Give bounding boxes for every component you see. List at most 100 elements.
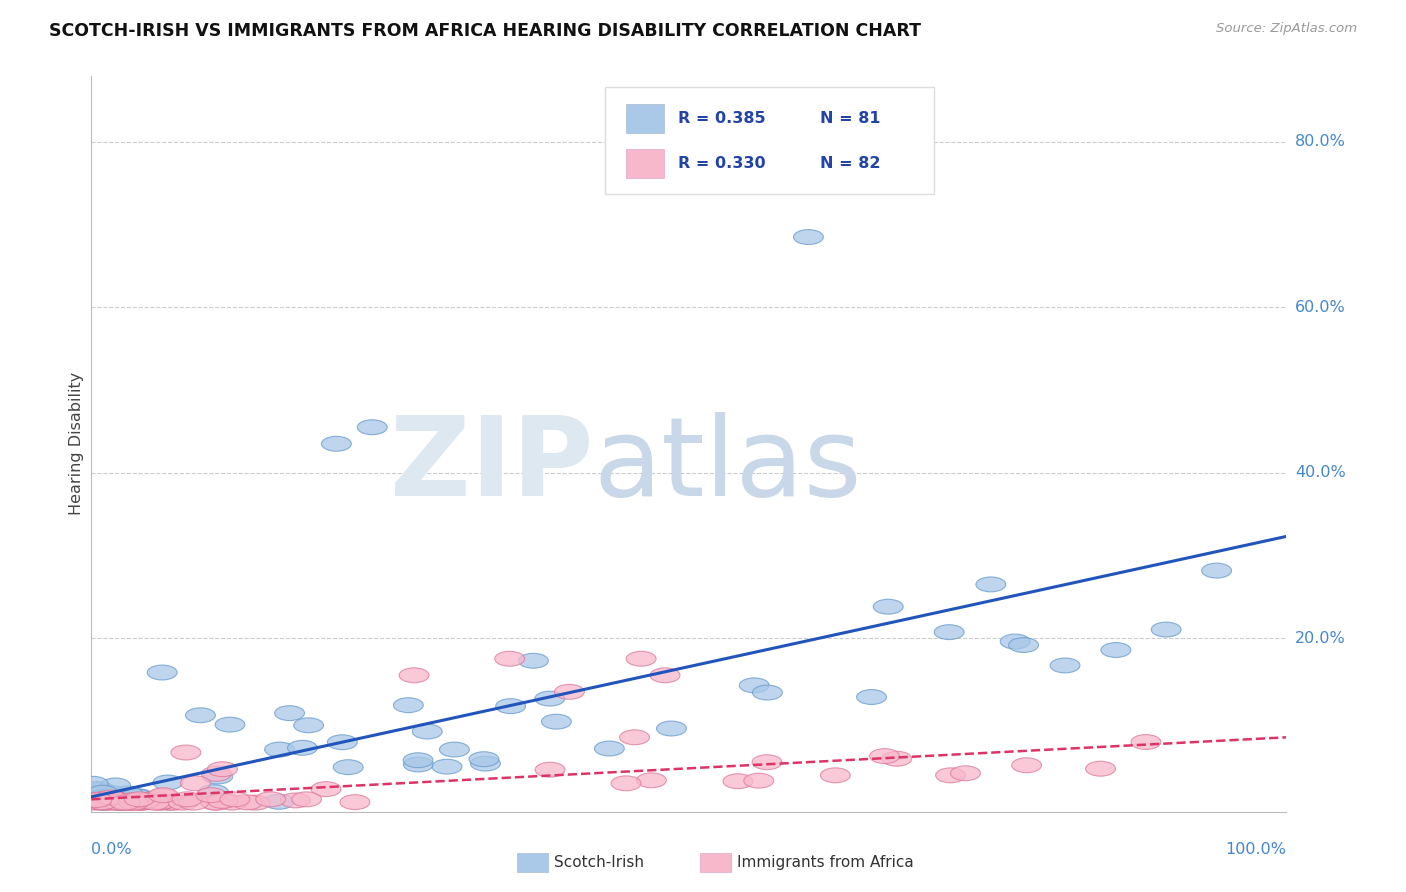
Ellipse shape: [1101, 642, 1130, 657]
Ellipse shape: [93, 792, 124, 807]
Ellipse shape: [626, 651, 657, 666]
Ellipse shape: [125, 793, 155, 807]
Ellipse shape: [115, 795, 145, 810]
Ellipse shape: [215, 717, 245, 732]
Ellipse shape: [495, 651, 524, 666]
Ellipse shape: [281, 793, 311, 808]
Ellipse shape: [117, 793, 146, 808]
Ellipse shape: [340, 795, 370, 810]
Ellipse shape: [752, 755, 782, 770]
Ellipse shape: [882, 751, 911, 766]
Ellipse shape: [125, 795, 155, 810]
Ellipse shape: [84, 795, 114, 810]
Ellipse shape: [322, 436, 352, 451]
Ellipse shape: [86, 782, 115, 797]
Ellipse shape: [148, 789, 179, 804]
Ellipse shape: [612, 776, 641, 790]
Text: 0.0%: 0.0%: [91, 842, 132, 857]
Ellipse shape: [105, 795, 135, 809]
Ellipse shape: [208, 794, 238, 808]
FancyBboxPatch shape: [626, 103, 664, 133]
Ellipse shape: [935, 768, 966, 783]
Ellipse shape: [328, 735, 357, 749]
Ellipse shape: [139, 795, 170, 810]
Ellipse shape: [145, 795, 174, 810]
Ellipse shape: [104, 795, 134, 810]
Ellipse shape: [752, 685, 782, 700]
Ellipse shape: [169, 795, 198, 810]
Ellipse shape: [291, 792, 322, 806]
Ellipse shape: [201, 795, 231, 810]
Ellipse shape: [101, 795, 131, 810]
Ellipse shape: [114, 795, 145, 809]
Ellipse shape: [105, 795, 136, 810]
Ellipse shape: [86, 790, 115, 805]
Ellipse shape: [219, 792, 250, 806]
Ellipse shape: [595, 741, 624, 756]
Ellipse shape: [112, 795, 142, 810]
Ellipse shape: [412, 724, 441, 739]
Ellipse shape: [87, 789, 117, 805]
Ellipse shape: [96, 794, 125, 808]
Ellipse shape: [96, 790, 125, 805]
Ellipse shape: [145, 795, 174, 810]
Ellipse shape: [201, 766, 231, 781]
Text: R = 0.385: R = 0.385: [678, 111, 766, 126]
Ellipse shape: [101, 794, 131, 809]
Ellipse shape: [131, 793, 160, 808]
Ellipse shape: [142, 795, 172, 809]
Ellipse shape: [172, 745, 201, 760]
Text: Immigrants from Africa: Immigrants from Africa: [737, 855, 914, 870]
Ellipse shape: [82, 791, 111, 806]
Ellipse shape: [856, 690, 886, 705]
Ellipse shape: [101, 778, 131, 793]
Ellipse shape: [217, 795, 247, 810]
Ellipse shape: [107, 795, 138, 810]
Ellipse shape: [98, 791, 128, 805]
Text: 60.0%: 60.0%: [1295, 300, 1346, 315]
Ellipse shape: [142, 793, 172, 807]
Ellipse shape: [159, 795, 190, 810]
Ellipse shape: [127, 795, 156, 810]
Ellipse shape: [256, 792, 285, 806]
Ellipse shape: [201, 795, 231, 810]
Ellipse shape: [1012, 758, 1042, 772]
Ellipse shape: [541, 714, 571, 729]
Ellipse shape: [470, 752, 499, 766]
Ellipse shape: [91, 792, 122, 807]
Ellipse shape: [1202, 563, 1232, 578]
Ellipse shape: [101, 795, 132, 810]
Text: Scotch-Irish: Scotch-Irish: [554, 855, 644, 870]
Ellipse shape: [90, 788, 120, 803]
Ellipse shape: [950, 766, 980, 780]
Ellipse shape: [650, 668, 681, 682]
Ellipse shape: [142, 792, 172, 806]
Ellipse shape: [82, 790, 112, 805]
Ellipse shape: [793, 229, 824, 244]
Ellipse shape: [124, 789, 153, 804]
Ellipse shape: [240, 795, 270, 810]
Ellipse shape: [1152, 622, 1181, 637]
Ellipse shape: [112, 786, 142, 801]
Ellipse shape: [873, 599, 903, 614]
Ellipse shape: [155, 795, 184, 810]
Ellipse shape: [554, 684, 585, 699]
Ellipse shape: [637, 772, 666, 788]
Ellipse shape: [90, 795, 120, 810]
Ellipse shape: [404, 757, 433, 772]
Ellipse shape: [80, 793, 111, 808]
Ellipse shape: [287, 740, 318, 756]
Ellipse shape: [357, 420, 387, 434]
Ellipse shape: [87, 784, 117, 799]
Ellipse shape: [91, 794, 122, 809]
Ellipse shape: [82, 781, 111, 797]
Ellipse shape: [125, 795, 156, 810]
Ellipse shape: [84, 795, 114, 810]
Ellipse shape: [134, 795, 163, 809]
Ellipse shape: [264, 742, 294, 757]
Ellipse shape: [432, 759, 463, 774]
Ellipse shape: [404, 753, 433, 768]
Ellipse shape: [399, 668, 429, 682]
Ellipse shape: [519, 653, 548, 668]
Ellipse shape: [934, 624, 965, 640]
